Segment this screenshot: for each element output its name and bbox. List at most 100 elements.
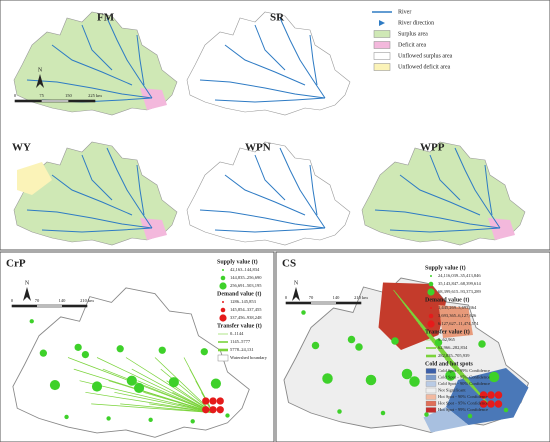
supply-dot <box>81 350 90 359</box>
supply-dot <box>445 370 456 381</box>
transfer-line <box>120 403 214 413</box>
legend-label: Surplus area <box>398 31 428 37</box>
demand-dot <box>479 391 488 399</box>
basin-map <box>12 287 250 438</box>
legend-label: Cold Spot - 90% Confidence <box>438 381 490 386</box>
legend-label: 24,116,039–35,413,846 <box>438 273 481 279</box>
map-label: SR <box>270 12 285 24</box>
supply-dot <box>467 413 473 419</box>
north-label: N <box>38 67 43 73</box>
legend-dot <box>428 313 434 319</box>
legend-label: Not Significant <box>438 388 466 393</box>
scale-bar <box>286 302 311 304</box>
supply-dot <box>39 349 47 357</box>
basin-map <box>13 141 178 246</box>
supply-dot <box>116 345 124 353</box>
scale-label: 225 km <box>88 93 102 98</box>
legend-heading: Transfer value (t) <box>425 328 470 335</box>
north-label: N <box>294 280 299 286</box>
supply-dot <box>200 348 208 356</box>
scale-label: 0 <box>14 93 17 98</box>
scale-bar <box>15 100 42 102</box>
legend-swatch <box>373 52 391 60</box>
legend-swatch <box>425 381 437 387</box>
cold-spot <box>423 407 469 433</box>
demand-dot <box>216 397 224 405</box>
legend-heading: Demand value (t) <box>217 290 261 297</box>
legend-heading: Supply value (t) <box>217 258 258 265</box>
legend-swatch <box>425 400 437 407</box>
legend-label: 282,835–705,939 <box>438 353 470 359</box>
scale-label: 210 km <box>354 295 368 300</box>
supply-dot <box>347 335 356 344</box>
supply-dot <box>49 379 61 391</box>
map-label: WY <box>12 142 31 154</box>
legend-swatch <box>217 354 229 362</box>
legend-label: 35,143,847–68,399,614 <box>438 281 482 287</box>
supply-dot <box>225 413 230 418</box>
legend-dot <box>222 301 224 303</box>
legend-heading: Supply value (t) <box>425 264 466 271</box>
legend-label: River direction <box>398 20 434 26</box>
hot-spot <box>438 305 473 338</box>
deficit-area <box>140 88 167 110</box>
legend-label: 0–1144 <box>230 331 244 336</box>
scale-label: 0 <box>285 295 288 300</box>
legend-dot <box>220 275 226 281</box>
supply-dot <box>380 410 386 416</box>
supply-dot <box>126 375 137 386</box>
legend-label: 3,693,365–6,127,626 <box>438 313 477 319</box>
demand-dot <box>487 391 495 399</box>
cs-frame <box>275 251 550 442</box>
scale-label: 210 km <box>80 298 94 303</box>
basin-shape <box>186 141 351 246</box>
basin-shape <box>186 11 351 116</box>
supply-dot <box>301 310 306 315</box>
legend-swatch <box>373 63 391 71</box>
scale-label: 0 <box>11 298 14 303</box>
transfer-line <box>143 391 214 413</box>
supply-dot <box>355 343 363 351</box>
scale-label: 70 <box>35 298 40 303</box>
top-frame <box>0 0 550 251</box>
legend-label: 1145–5777 <box>230 339 251 344</box>
scale-label: 70 <box>309 295 314 300</box>
supply-dot <box>488 371 500 383</box>
map-label: WPP <box>420 142 445 154</box>
legend-dot <box>427 320 435 328</box>
basin-shape <box>12 287 250 438</box>
supply-dot <box>29 319 34 324</box>
basin-map <box>13 11 178 116</box>
supply-dot <box>311 341 320 350</box>
legend-label: 5778–24,131 <box>230 347 254 353</box>
scale-label: 140 <box>59 298 67 303</box>
transfer-line <box>447 361 492 408</box>
legend-label: 42,163–144,834 <box>230 267 260 273</box>
legend-label: 256,691–503,195 <box>230 283 262 289</box>
legend-heading: Cold and hot spots <box>425 361 474 367</box>
demand-dot <box>494 391 503 399</box>
deficit-area <box>140 218 167 240</box>
legend-label: Unflowed deficit area <box>398 63 451 70</box>
supply-dot <box>503 407 509 413</box>
scale-bar <box>12 305 37 307</box>
supply-dot <box>337 409 342 414</box>
deficit-area <box>488 218 515 240</box>
transfer-line <box>91 403 214 413</box>
legend-swatch <box>373 30 391 38</box>
legend-label: 1,445,269–3,693,364 <box>438 305 477 311</box>
supply-dot <box>91 381 103 392</box>
legend-label: 145,854–337,455 <box>230 307 262 313</box>
map-label: WPN <box>245 142 271 154</box>
legend-label: Watershed boundary <box>230 355 268 360</box>
legend-dot <box>430 275 432 277</box>
supply-dot <box>424 412 429 417</box>
basin-map <box>186 11 351 116</box>
scale-label: 75 <box>39 93 44 98</box>
supply-dot <box>401 368 413 380</box>
legend-swatch <box>425 394 437 400</box>
supply-dot <box>478 340 486 348</box>
supply-dot <box>64 414 69 420</box>
supply-dot <box>133 382 145 394</box>
demand-dot <box>216 406 224 414</box>
